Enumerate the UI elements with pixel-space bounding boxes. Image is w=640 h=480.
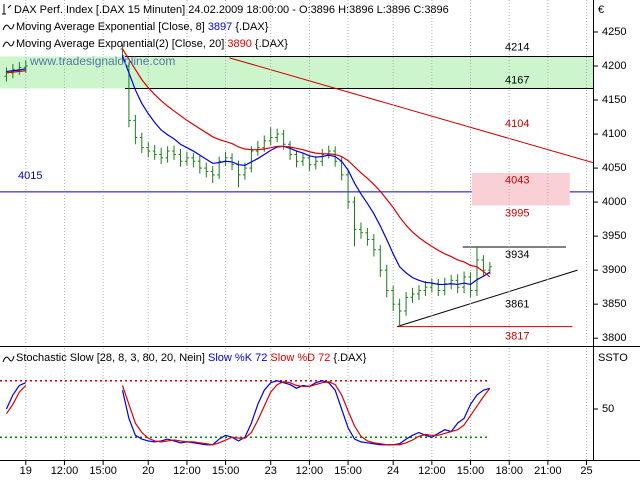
x-tick-label: 15:00 [334,465,362,477]
x-tick-label: 20 [142,465,154,477]
legend-label: Moving Average Exponential(2) [Close, 20… [16,38,224,50]
legend-label: Moving Average Exponential [Close, 8] [16,21,205,33]
x-tick-label: 23 [265,465,277,477]
legend-label: Slow %D [270,352,315,364]
y-tick-label: 4250 [602,26,626,38]
y-tick-label: 3900 [602,264,626,276]
y-tick-label: 4050 [602,162,626,174]
zone-label: 4043 [505,175,529,187]
stochastic-legend: Stochastic Slow [28, 8, 3, 80, 20, Nein]… [16,352,367,364]
x-tick-label: 12:00 [418,465,446,477]
x-tick-label: 12:00 [173,465,201,477]
x-tick-label: 24 [387,465,399,477]
zone-label: 4167 [505,74,529,86]
currency-label: € [598,4,604,16]
x-tick-label: 19 [20,465,32,477]
series-line [6,48,491,278]
y-tick-label: 3800 [602,332,626,344]
main-grid [25,0,588,345]
stochastic-axis-label: SSTO [598,352,628,364]
main-annotations [0,55,593,328]
zone-label: 4214 [505,41,529,53]
x-tick-label: 15:00 [212,465,240,477]
x-tick-label: 15:00 [89,465,117,477]
y-tick-label: 4200 [602,60,626,72]
ma-icon [2,40,15,48]
labels: DAX Perf. Index [.DAX 15 Minuten] 24.02.… [2,4,628,477]
trend-label: 4104 [505,118,529,130]
zone-label: 3995 [505,207,529,219]
header-title: DAX Perf. Index [.DAX 15 Minuten] 24.02.… [14,4,449,16]
zone [0,56,593,89]
y-tick-label: 50 [602,403,614,415]
legend-symbol: {.DAX} [255,38,288,50]
axes [0,0,640,465]
legend-value: 3897 [208,21,232,33]
x-tick-label: 18:00 [495,465,523,477]
y-tick-label: 4000 [602,196,626,208]
y-tick-label: 3850 [602,298,626,310]
x-tick-label: 25 [580,465,592,477]
series-line [5,381,491,446]
legend-value: 3890 [227,38,251,50]
x-tick-label: 12:00 [51,465,79,477]
trend-line [229,57,593,164]
zone [471,172,570,206]
main-plot [4,44,492,327]
stochastic-plot [5,380,491,446]
legend-value: 72 [318,352,330,364]
legend-ema8: Moving Average Exponential [Close, 8] 38… [16,21,269,33]
y-tick-label: 4100 [602,128,626,140]
sto-icon [2,355,15,363]
level-label: 4015 [18,170,42,182]
legend-label: Slow %K [208,352,253,364]
x-tick-label: 12:00 [296,465,324,477]
x-tick-label: 15:00 [457,465,485,477]
x-tick-label: 21:00 [534,465,562,477]
level-label: 3934 [505,249,529,261]
level-label: 3817 [505,331,529,343]
bar-icon [2,4,12,15]
y-tick-label: 3950 [602,230,626,242]
y-tick-label: 4150 [602,94,626,106]
legend-title: Stochastic Slow [28, 8, 3, 80, 20, Nein] [16,352,205,364]
series-line [6,55,491,286]
trend-label: 3861 [505,299,529,311]
legend-symbol: {.DAX} [235,21,268,33]
legend-value: 72 [255,352,267,364]
ma-icon [2,23,15,31]
watermark: www.tradesignalonline.com [29,54,175,68]
legend-ema20: Moving Average Exponential(2) [Close, 20… [16,38,288,50]
legend-symbol: {.DAX} [333,352,366,364]
